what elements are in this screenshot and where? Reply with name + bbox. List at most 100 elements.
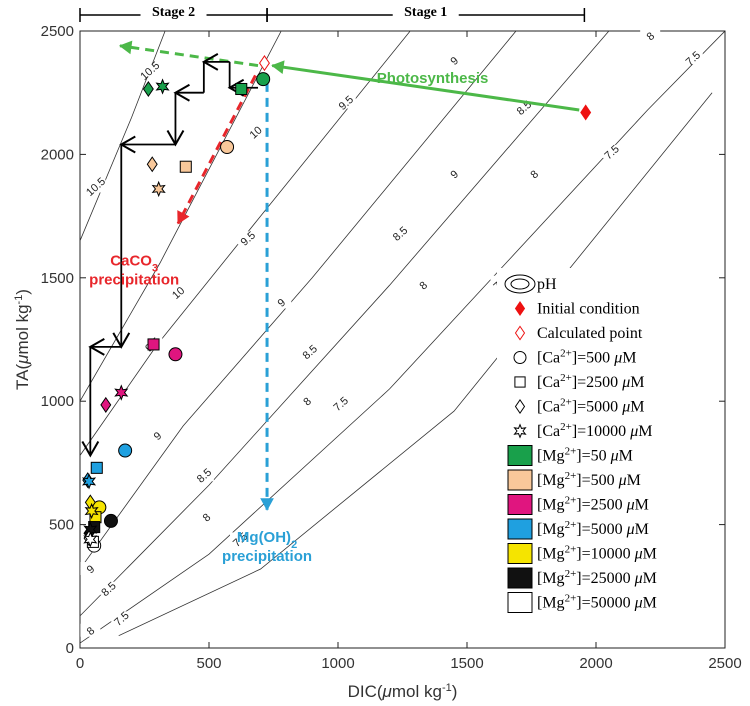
legend-ph-symbol-inner [510,278,530,290]
x-tick-label: 1000 [321,655,354,672]
legend-ca-marker [514,399,526,414]
x-tick-label: 1500 [450,655,483,672]
ph-contour-line [80,31,411,456]
ph-contour-line [80,31,725,644]
data-point [179,160,192,173]
staircase-arrowhead [112,332,131,349]
contour-label-bg [601,144,622,158]
contour-label-bg [640,28,661,42]
contour-label-bg [524,167,545,181]
contour-label-bg [147,428,168,442]
legend-ca-marker [513,351,527,364]
legend-mg-swatch [507,445,533,466]
legend-mg-swatch [507,592,533,613]
staircase-arrowhead [81,440,100,458]
legend-mg-label: [Mg2+]=500 μM [537,470,641,489]
data-point [100,396,112,413]
contour-label-bg [111,611,132,625]
contour-label-bg [335,95,356,109]
legend-ph-symbol [504,274,536,294]
data-point [83,531,98,548]
process-labels: PhotosynthesisCaCO3precipitationMg(OH)2p… [89,70,488,565]
legend-mg-label: [Mg2+]=50 μM [537,446,633,465]
legend-ca-marker [514,376,526,388]
label-caco3: CaCO3 [110,252,158,274]
contour-label: 10.5 [138,60,162,83]
legend-mg-label: [Mg2+]=10000 μM [537,544,657,563]
x-tick-label: 0 [76,655,84,672]
contour-label-bg [245,125,266,139]
legend-background [497,268,715,626]
legend-mg-swatch [507,494,533,515]
ph-contour-line [80,31,517,570]
legend-mg-label: [Mg2+]=25000 μM [537,568,657,587]
label-caco3-line2: precipitation [89,271,179,288]
contour-label-bg [330,396,351,410]
ph-contour-line [80,31,282,402]
contour-label-bg [413,278,434,292]
y-tick-label: 1000 [41,393,74,410]
stage-brackets: Stage 2 Stage 1 [79,3,586,22]
photosynthesis-label: Photosynthesis [377,70,489,87]
arrowhead-caco3 [177,210,190,225]
label-mgoh2: Mg(OH)2 [237,529,297,551]
legend-mg-label: [Mg2+]=5000 μM [537,519,649,538]
contour-label-bg [237,231,258,245]
contour-label-bg [80,623,101,637]
data-point [168,347,183,362]
data-point [103,513,118,528]
arrowhead-mgoh2 [260,498,274,511]
stage-label: Stage 2 [152,5,195,20]
x-tick-label: 2500 [708,655,741,672]
legend-mg-label: [Mg2+]=50000 μM [537,593,657,612]
axis-titles: DIC(μmol kg-1) TA(μmol kg-1) [13,289,457,701]
contour-label-bg [193,468,214,482]
data-point [155,78,170,95]
plot-axes [79,30,726,649]
staircase-arrowhead [166,130,185,147]
legend-mg-label: [Mg2+]=2500 μM [537,495,649,514]
stage-label-bg [392,3,459,19]
contour-label-bg [444,167,465,181]
legend-ph-label: pH [537,276,557,293]
contour-label-bg [98,581,119,595]
contour-label: 10.5 [84,176,108,199]
legend-calculated-label: Calculated point [537,325,643,342]
data-point [256,72,271,87]
y-axis-title: TA(μmol kg-1) [13,289,32,390]
ph-contour-line [80,31,166,241]
ph-contour-line [80,31,610,617]
contour-label-bg [85,179,106,193]
y-tick-label: 0 [66,640,74,657]
contour-label-bg [389,226,410,240]
legend-ca-marker [513,423,527,439]
data-point [81,473,97,490]
legend-ca-label: [Ca2+]=5000 μM [537,397,644,416]
contour-label-bg [444,53,465,67]
legend-initial-marker [514,301,526,316]
data-point [258,55,270,72]
process-arrows [81,40,580,511]
x-axis-title: DIC(μmol kg-1) [348,682,458,701]
data-point [142,80,154,98]
x-tick-label: 500 [196,655,221,672]
arrow-photosynthesis [271,64,580,112]
arrow-caco3 [176,74,257,225]
legend-mg-swatch [507,469,533,491]
legend-ca-label: [Ca2+]=500 μM [537,348,636,367]
staircase-arrowhead [201,52,219,71]
stage-label: Stage 1 [404,5,447,20]
arrowhead-stage2-green [118,40,133,55]
ph-contour-labels: 10.510.510109.59.59.5999998.58.58.58.58.… [80,28,703,638]
contour-label-bg [80,562,101,576]
legend-ca-label: [Ca2+]=10000 μM [537,421,652,440]
contour-label-bg [299,344,320,358]
ph-contour-line [118,92,713,637]
contour-label-bg [139,63,160,77]
y-tick-label: 2500 [41,23,74,40]
data-point [580,104,592,121]
contour-label-bg [196,510,217,524]
data-points [81,55,592,553]
arrowhead-photosynthesis [271,60,285,74]
ph-contours [80,31,725,644]
